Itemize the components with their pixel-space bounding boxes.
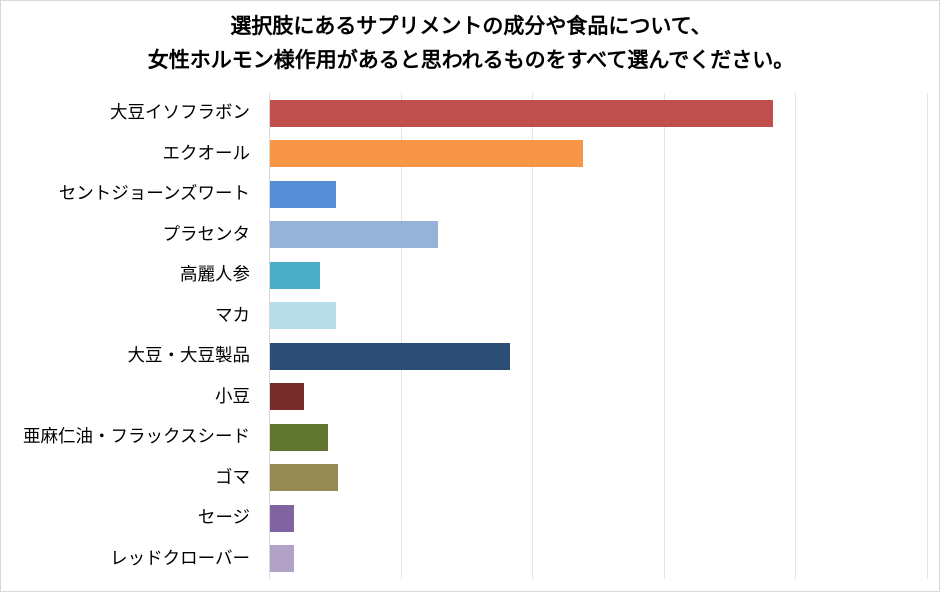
- bar: [270, 383, 305, 410]
- bar-row: [269, 377, 927, 418]
- bar: [270, 342, 510, 370]
- bar: [270, 504, 294, 532]
- bar: [270, 423, 328, 451]
- gridline: [664, 93, 665, 579]
- chart-title: 選択肢にあるサプリメントの成分や食品について、 女性ホルモン様作用があると思われ…: [1, 9, 940, 77]
- bar-row: [269, 539, 927, 580]
- bar: [270, 545, 294, 572]
- chart-title-line-1: 選択肢にあるサプリメントの成分や食品について、: [230, 14, 712, 38]
- bar: [270, 180, 336, 208]
- category-label: 小豆: [215, 386, 250, 407]
- category-label: エクオール: [162, 143, 251, 164]
- category-label: マカ: [215, 305, 250, 326]
- category-label: プラセンタ: [162, 224, 251, 245]
- bar-row: [269, 215, 927, 256]
- bar-row: [269, 174, 927, 215]
- chart-title-line-2: 女性ホルモン様作用があると思われるものをすべて選んでください。: [147, 48, 795, 72]
- category-label: 大豆イソフラボン: [110, 103, 250, 123]
- bar-row: [269, 336, 927, 377]
- bar: [270, 221, 439, 248]
- gridline: [795, 93, 796, 579]
- bar-row: [269, 458, 927, 499]
- bar-row: [269, 296, 927, 337]
- category-label: 亜麻仁油・フラックスシード: [23, 427, 250, 447]
- gridline: [401, 93, 402, 579]
- bar: [270, 140, 584, 167]
- category-label: レッドクローバー: [110, 548, 250, 569]
- bar: [270, 464, 339, 491]
- category-axis-labels: 大豆イソフラボンエクオールセントジョーンズワートプラセンタ高麗人参マカ大豆・大豆…: [1, 93, 250, 579]
- bar: [270, 261, 320, 289]
- category-label: セージ: [197, 508, 250, 528]
- plot-area: [269, 93, 928, 579]
- bar-row: [269, 255, 927, 296]
- bar: [270, 302, 336, 329]
- bar: [270, 99, 773, 127]
- category-axis-line: [269, 93, 270, 579]
- category-label: セントジョーンズワート: [58, 184, 250, 204]
- gridline: [927, 93, 928, 579]
- bars: [269, 93, 927, 579]
- gridline: [532, 93, 533, 579]
- category-label: 高麗人参: [180, 265, 250, 285]
- bar-row: [269, 498, 927, 539]
- category-label: 大豆・大豆製品: [127, 346, 251, 366]
- bar-row: [269, 134, 927, 175]
- bar-row: [269, 417, 927, 458]
- category-label: ゴマ: [215, 467, 250, 488]
- bar-row: [269, 93, 927, 134]
